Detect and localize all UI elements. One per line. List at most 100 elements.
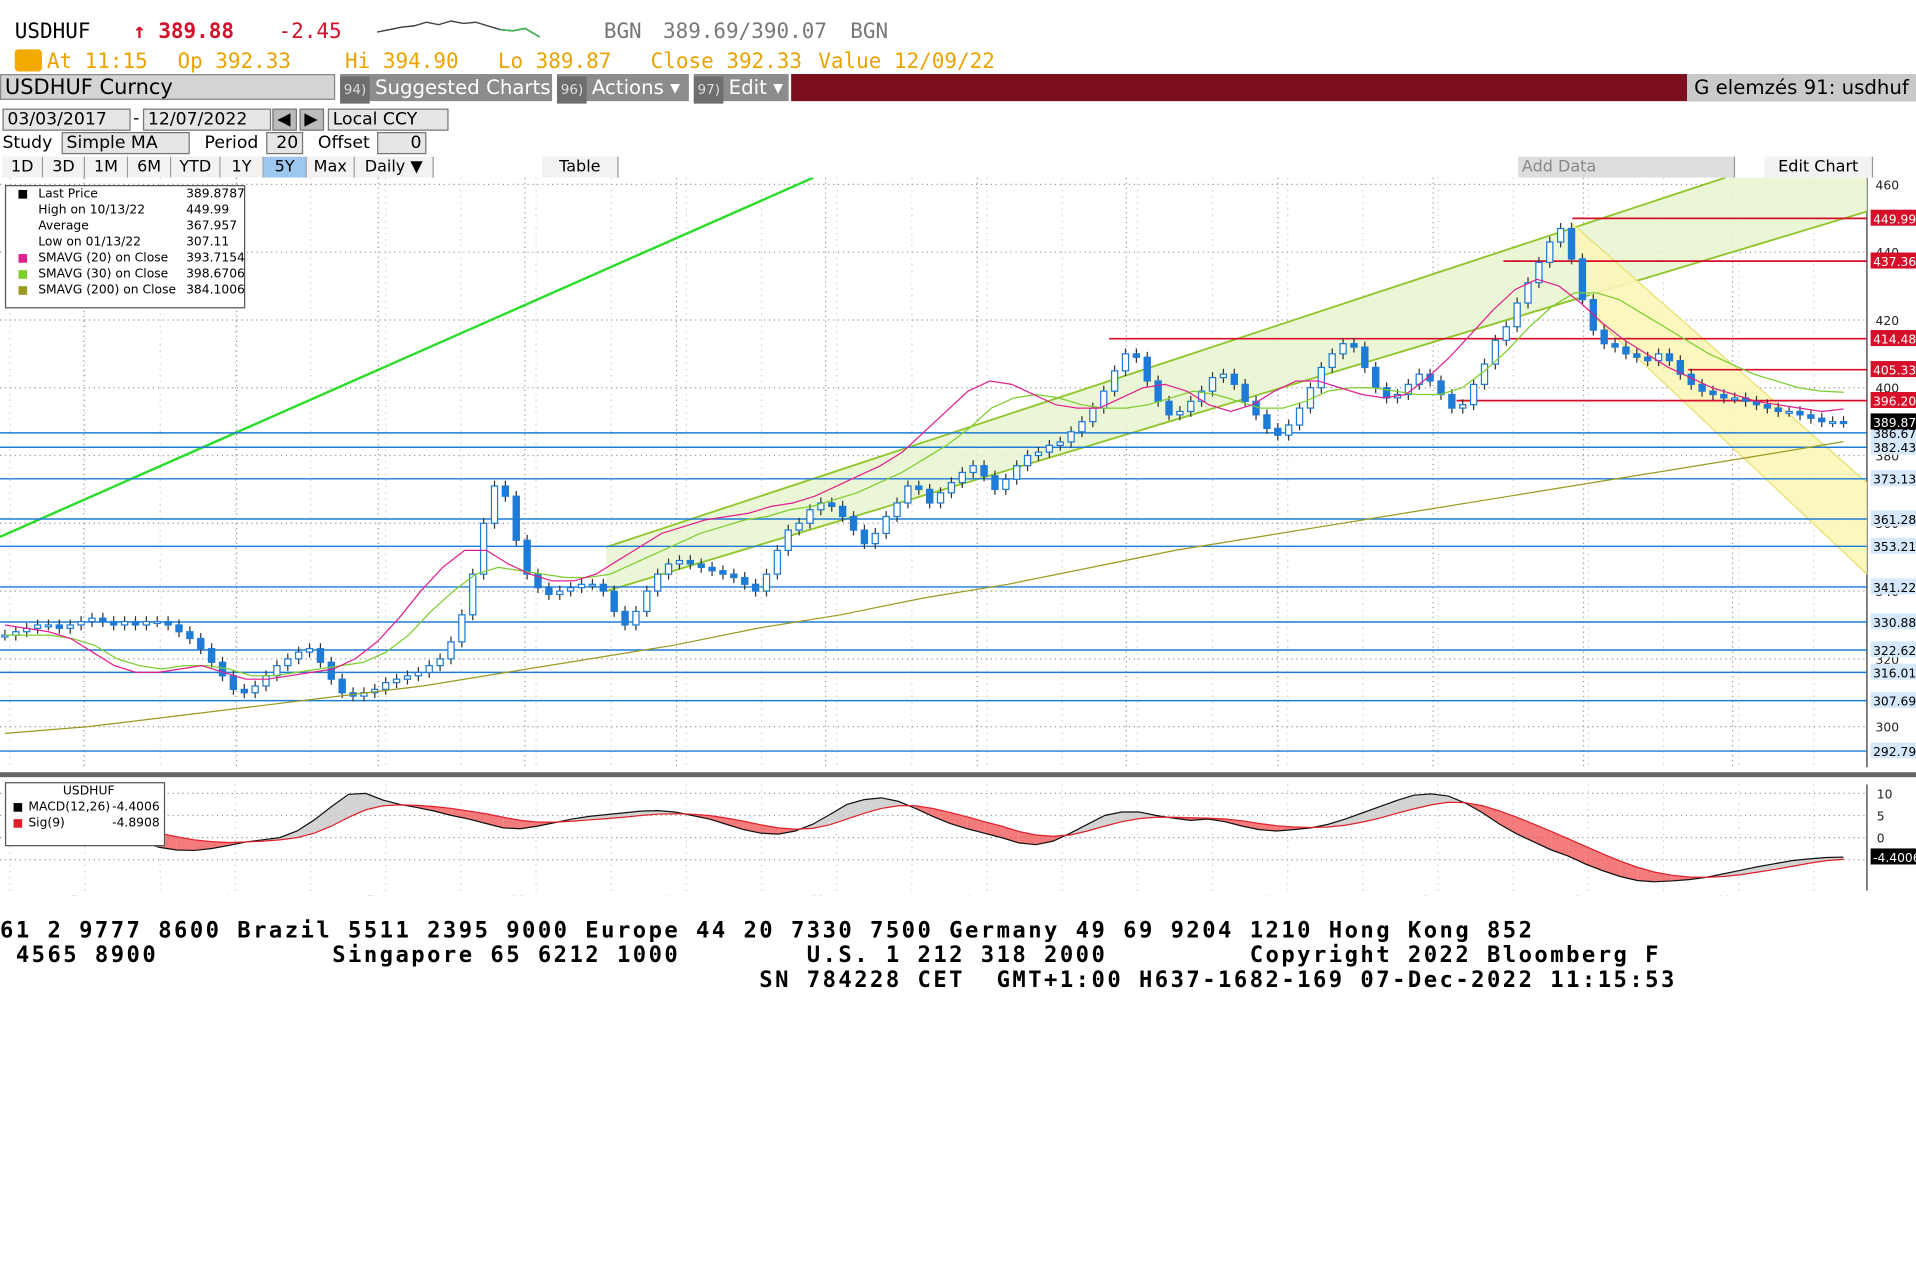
actions-button[interactable]: 96) Actions ▾ <box>556 74 689 104</box>
tab-3d[interactable]: 3D <box>43 156 86 178</box>
candle <box>1110 370 1119 392</box>
tab-6m[interactable]: 6M <box>128 156 172 178</box>
candle <box>1731 397 1739 401</box>
candle <box>1437 380 1445 396</box>
level-tag <box>1870 613 1916 630</box>
candle <box>164 620 172 626</box>
tab-1d[interactable]: 1D <box>2 156 44 178</box>
candle <box>1317 366 1326 389</box>
edit-chart-button[interactable]: Edit Chart <box>1764 156 1874 178</box>
candle <box>719 570 727 575</box>
frequency-select[interactable]: Daily ▼ <box>354 156 434 178</box>
low-price: Lo 389.87 <box>497 49 612 75</box>
start-date-field[interactable]: 03/03/2017 <box>2 108 131 131</box>
panel-separator <box>0 772 1916 778</box>
candle <box>1611 343 1619 348</box>
tab-5y[interactable]: 5Y <box>263 156 307 178</box>
level-tag <box>1870 691 1916 708</box>
candle <box>958 471 966 484</box>
x-month-label: Apr <box>665 893 689 895</box>
signal-value: -4.8908 <box>112 816 160 831</box>
tab-ytd[interactable]: YTD <box>171 156 221 178</box>
legend-row: Last Price 389.8787 <box>6 186 245 202</box>
channel-line-upper <box>606 177 1726 548</box>
level-tag-label: 307.69 <box>1873 695 1916 709</box>
macd-histogram-fill <box>1018 831 1036 845</box>
candle <box>392 678 401 684</box>
actions-label: Actions ▾ <box>591 75 681 99</box>
candle <box>1339 343 1347 355</box>
macd-last-tag <box>1870 848 1916 865</box>
security-field[interactable]: USDHUF Curncy <box>0 74 336 100</box>
bgn-label-2: BGN <box>850 19 889 45</box>
study-label: Study <box>2 133 53 153</box>
level-tag-label: 373.13 <box>1873 473 1916 487</box>
candle <box>1274 427 1282 436</box>
candle <box>751 583 760 592</box>
level-tag <box>1870 742 1916 759</box>
macd-histogram-fill <box>1139 811 1157 819</box>
candle <box>1796 410 1804 416</box>
tab-max[interactable]: Max <box>306 156 355 178</box>
candle <box>556 590 564 596</box>
edit-button[interactable]: 97) Edit ▾ <box>693 74 789 104</box>
legend-row: SMAVG (30) on Close 398.6706 <box>6 266 245 282</box>
candle <box>1328 353 1336 369</box>
level-tag-label: 386.67 <box>1873 427 1916 441</box>
level-tag <box>1870 252 1916 269</box>
currency-select[interactable]: Local CCY <box>327 108 449 131</box>
candle <box>1078 421 1086 433</box>
macd-histogram-fill <box>812 814 830 829</box>
price-chart: 300320340360380400420440460449.99437.364… <box>0 177 1916 896</box>
offset-input[interactable]: 0 <box>377 131 427 155</box>
study-select[interactable]: Simple MA <box>61 131 190 155</box>
prev-arrow-button[interactable]: ◀ <box>272 108 297 131</box>
candle <box>664 563 673 575</box>
candle <box>577 583 586 589</box>
candle <box>730 573 738 579</box>
signal-swatch <box>13 819 23 828</box>
legend-value: 449.99 <box>186 203 230 218</box>
legend-swatch <box>18 270 28 279</box>
add-data-input[interactable]: Add Data <box>1518 156 1736 178</box>
candle <box>675 559 684 565</box>
legend-row: Low on 01/13/22 307.11 <box>6 234 244 250</box>
candle <box>534 573 542 589</box>
table-button[interactable]: Table <box>542 156 619 178</box>
sma-20-line <box>4 278 1844 680</box>
legend-name: Average <box>38 219 89 234</box>
chart-legend: Last Price 389.8787 High on 10/13/22 449.9… <box>4 185 246 309</box>
level-tag-label: 353.21 <box>1873 540 1916 554</box>
candle <box>1230 373 1238 385</box>
end-date-field[interactable]: 12/07/2022 <box>142 108 272 131</box>
x-month-label: Dec <box>71 893 97 895</box>
candle <box>1295 407 1304 426</box>
candle <box>1089 407 1097 423</box>
clock-icon[interactable] <box>14 49 42 72</box>
tab-1m[interactable]: 1M <box>85 156 129 178</box>
candle <box>1176 410 1184 416</box>
candle <box>523 539 531 575</box>
candle <box>1 634 9 638</box>
candle <box>893 502 901 518</box>
level-tag <box>1870 330 1916 347</box>
legend-value: 384.1006 <box>186 283 245 298</box>
period-input[interactable]: 20 <box>266 131 304 155</box>
next-arrow-button[interactable]: ▶ <box>299 108 325 131</box>
candle <box>469 573 477 616</box>
candle <box>1709 390 1717 396</box>
macd-tick-label: 5 <box>1877 809 1885 823</box>
macd-tick-label: 10 <box>1877 787 1893 801</box>
close-price: Close 392.33 <box>650 49 803 75</box>
suggested-charts-button[interactable]: 94) Suggested Charts <box>340 74 553 104</box>
candle <box>316 648 325 663</box>
candle <box>66 624 74 629</box>
candle <box>1720 393 1728 399</box>
candle <box>1154 380 1162 402</box>
candle <box>545 587 553 596</box>
candle <box>588 583 597 587</box>
tab-1y[interactable]: 1Y <box>220 156 264 178</box>
level-tag-label: 322.62 <box>1873 644 1916 658</box>
macd-value: -4.4006 <box>112 800 160 815</box>
level-tag <box>1870 438 1916 455</box>
